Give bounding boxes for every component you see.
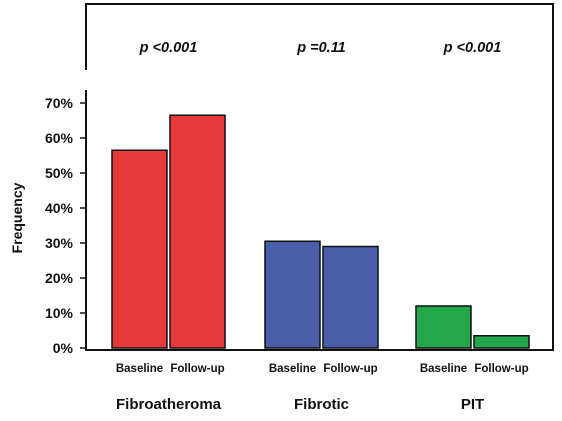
bars [111, 114, 530, 349]
y-tick-label: 30% [45, 235, 74, 251]
y-tick-label: 0% [53, 340, 74, 356]
group-label: Fibroatheroma [116, 396, 222, 413]
y-tick-label: 70% [45, 95, 74, 111]
bar [264, 240, 321, 349]
y-axis-label: Frequency [9, 182, 25, 253]
bar-category-label: Baseline [116, 363, 163, 375]
bar-category-label: Follow-up [474, 363, 528, 375]
y-tick-label: 10% [45, 305, 74, 321]
p-value-label: p =0.11 [296, 40, 346, 56]
y-tick-label: 40% [45, 200, 74, 216]
p-values: p <0.001 p =0.11 p <0.001 [139, 40, 502, 56]
group-label: Fibrotic [294, 396, 349, 413]
y-ticks: 0% 10% 20% 30% 40% 50% 60% 70% [45, 95, 86, 356]
plot-frame [85, 3, 554, 351]
bar [111, 149, 168, 349]
group-labels: Fibroatheroma Fibrotic PIT [116, 396, 484, 413]
bar [322, 245, 379, 349]
p-value-label: p <0.001 [139, 40, 198, 56]
bar [415, 305, 472, 349]
y-tick-label: 50% [45, 165, 74, 181]
group-label: PIT [461, 396, 484, 413]
bar-labels: Baseline Follow-up Baseline Follow-up Baseli… [116, 363, 529, 375]
bar [169, 114, 226, 349]
bar-category-label: Follow-up [170, 363, 224, 375]
y-tick-label: 20% [45, 270, 74, 286]
bar-category-label: Baseline [420, 363, 467, 375]
p-value-label: p <0.001 [443, 40, 502, 56]
y-tick-label: 60% [45, 130, 74, 146]
bar-category-label: Follow-up [323, 363, 377, 375]
bar-category-label: Baseline [269, 363, 316, 375]
bar [473, 335, 530, 349]
